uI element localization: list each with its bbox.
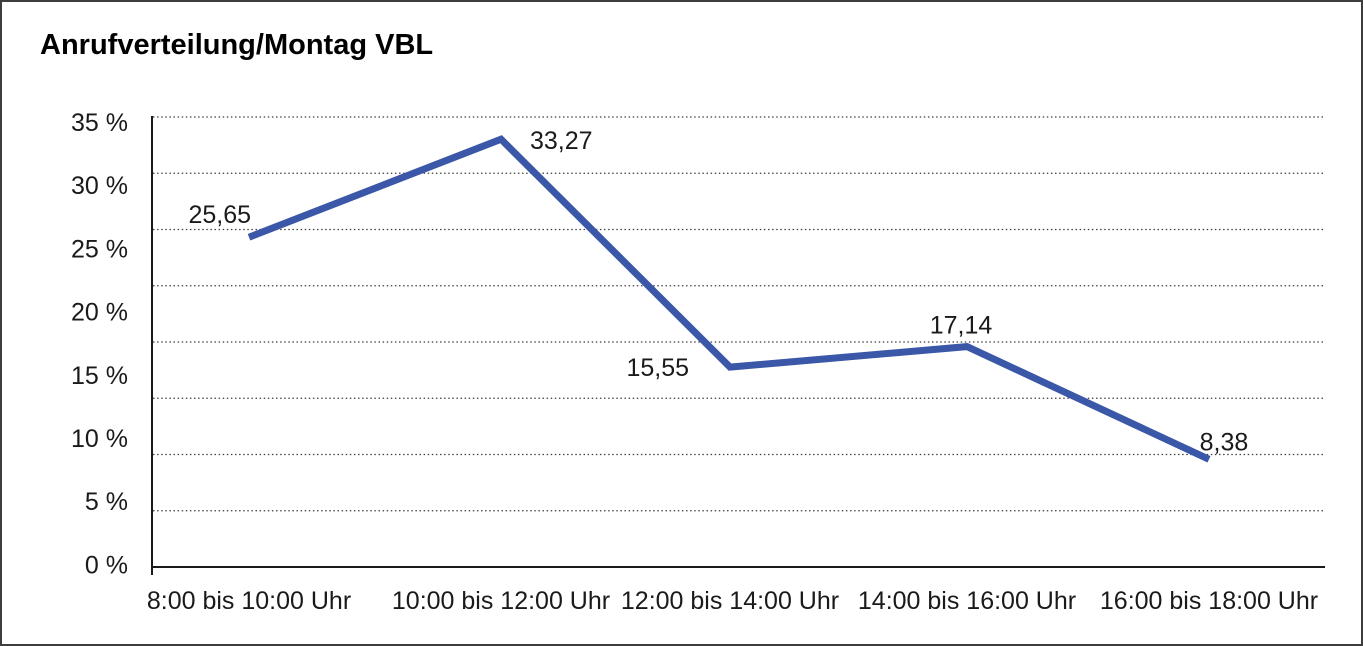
y-tick-label: 0 % [85,551,128,579]
x-category-label: 12:00 bis 14:00 Uhr [621,587,839,615]
data-point-label: 33,27 [530,127,593,155]
x-category-label: 16:00 bis 18:00 Uhr [1100,587,1318,615]
y-tick-label: 20 % [71,299,128,327]
x-category-label: 8:00 bis 10:00 Uhr [147,587,351,615]
data-point-label: 15,55 [626,354,689,382]
x-category-label: 10:00 bis 12:00 Uhr [392,587,610,615]
y-tick-label: 30 % [71,172,128,200]
y-tick-label: 15 % [71,362,128,390]
y-tick-label: 35 % [71,109,128,137]
data-point-label: 17,14 [930,312,993,340]
chart-title: Anrufverteilung/Montag VBL [40,29,434,61]
data-point-label: 25,65 [188,201,251,229]
y-tick-label: 25 % [71,235,128,263]
y-tick-label: 10 % [71,425,128,453]
x-category-label: 14:00 bis 16:00 Uhr [858,587,1076,615]
data-point-label: 8,38 [1200,428,1249,456]
y-tick-label: 5 % [85,488,128,516]
data-series-line [247,135,1211,463]
